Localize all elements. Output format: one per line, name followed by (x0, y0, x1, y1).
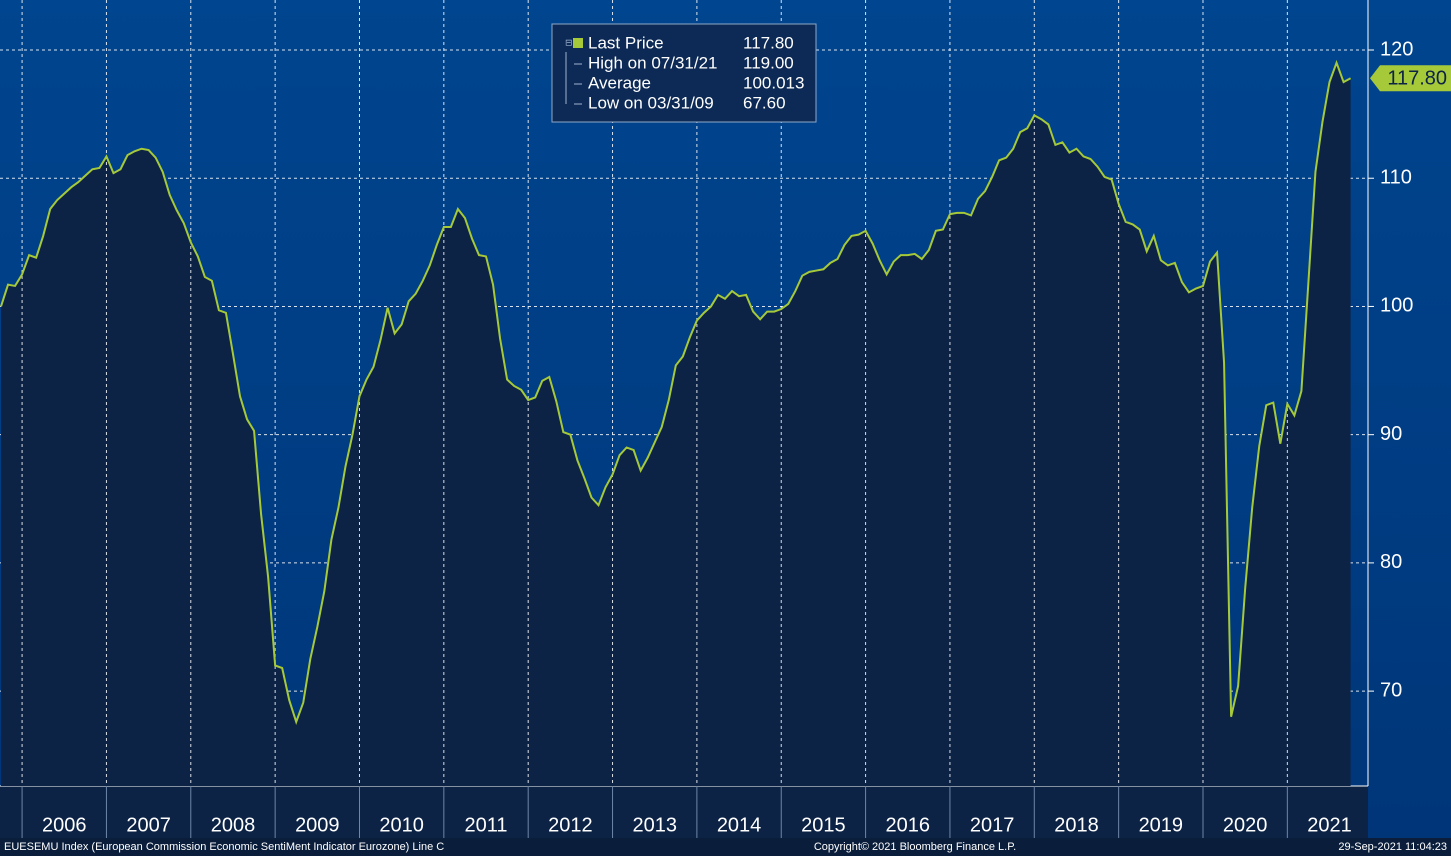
footer-right: 29-Sep-2021 11:04:23 (1338, 841, 1447, 853)
legend-stat-value: 117.80 (743, 33, 794, 52)
y-tick-label: 120 (1380, 38, 1413, 60)
x-tick-label: 2006 (42, 814, 87, 836)
x-tick-label: 2012 (548, 814, 593, 836)
x-tick-label: 2014 (717, 814, 762, 836)
y-tick-label: 80 (1380, 551, 1402, 573)
x-tick-label: 2008 (211, 814, 256, 836)
footer-center: Copyright© 2021 Bloomberg Finance L.P. (814, 841, 1016, 853)
legend-swatch (573, 38, 583, 48)
y-tick-label: 90 (1380, 423, 1402, 445)
y-tick-label: 70 (1380, 679, 1402, 701)
last-price-tag (1370, 65, 1451, 92)
legend-icon: ⊟ (565, 37, 573, 47)
x-tick-label: 2017 (970, 814, 1015, 836)
x-tick-label: 2018 (1054, 814, 1099, 836)
x-axis-band (0, 786, 1368, 838)
x-tick-label: 2020 (1223, 814, 1268, 836)
y-tick-label: 100 (1380, 295, 1413, 317)
area (1, 62, 1351, 786)
legend-stat-label: High on 07/31/21 (588, 53, 718, 72)
y-tick-label: 110 (1380, 167, 1412, 189)
series-line (0, 59, 1352, 725)
legend-stat-value: 119.00 (743, 53, 794, 72)
x-tick-label: 2019 (1139, 814, 1184, 836)
x-tick-label: 2015 (801, 814, 846, 836)
last-price-label: 117.80 (1387, 67, 1447, 89)
x-tick-label: 2021 (1307, 814, 1352, 836)
x-tick-label: 2013 (632, 814, 677, 836)
footer-left: EUESEMU Index (European Commission Econo… (4, 841, 444, 853)
legend-series-name: Last Price (588, 33, 664, 52)
legend-stat-label: Low on 03/31/09 (588, 93, 714, 112)
legend: ⊟ Last Price 117.80 High on 07/31/21 119.00 A… (551, 23, 817, 123)
x-tick-label: 2016 (886, 814, 931, 836)
x-tick-label: 2011 (465, 814, 508, 836)
x-tick-label: 2009 (295, 814, 340, 836)
legend-stat-value: 67.60 (743, 93, 786, 112)
x-tick-label: 2007 (126, 814, 171, 836)
footer-band (0, 838, 1451, 856)
x-tick-label: 2010 (379, 814, 424, 836)
legend-box (551, 23, 817, 123)
legend-stat-label: Average (588, 73, 651, 92)
legend-stat-value: 100.013 (743, 73, 804, 92)
